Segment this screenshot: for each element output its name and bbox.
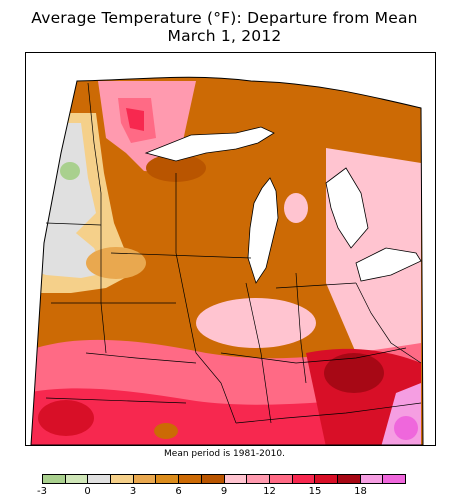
- legend-swatch: [88, 475, 112, 483]
- mean-period-note: Mean period is 1981-2010.: [164, 449, 285, 459]
- legend-swatch: [360, 475, 384, 483]
- departure-field: [31, 77, 423, 445]
- legend-swatch: [201, 475, 225, 483]
- map-title-line-2: March 1, 2012: [167, 27, 282, 45]
- field-magenta-deep: [394, 416, 418, 440]
- legend-label: 9: [220, 486, 228, 497]
- legend-label: 15: [308, 486, 322, 497]
- legend-swatch: [156, 475, 180, 483]
- field-orange-light: [86, 247, 146, 279]
- legend-swatch: [383, 475, 405, 483]
- lake-superior: [144, 126, 275, 162]
- legend-label: 3: [129, 486, 137, 497]
- field-pink-central: [196, 298, 316, 348]
- legend-swatch: [269, 475, 293, 483]
- field-deep-red-north: [126, 108, 144, 131]
- legend-swatch: [43, 475, 66, 483]
- field-dark-orange: [146, 154, 206, 182]
- legend-swatch: [65, 475, 89, 483]
- color-legend: [42, 474, 406, 484]
- legend-swatch: [247, 475, 270, 483]
- legend-label: 0: [84, 486, 91, 497]
- legend-swatch: [179, 475, 202, 483]
- lake-erie: [355, 247, 422, 282]
- state-boundaries: [45, 82, 422, 424]
- legend-label: 12: [263, 486, 276, 497]
- temperature-departure-map: [25, 52, 436, 446]
- field-gray-southwest: [31, 225, 106, 278]
- legend-tick-labels: -3 0 3 6 9 12 15 18: [0, 486, 449, 498]
- lake-michigan: [247, 177, 279, 284]
- legend-swatch: [337, 475, 361, 483]
- legend-label: 18: [354, 486, 367, 497]
- legend-swatch: [292, 475, 316, 483]
- map-region-boundary: [30, 76, 424, 445]
- field-red-sw: [38, 400, 94, 436]
- legend-label: 6: [175, 486, 182, 497]
- legend-label: -3: [37, 486, 47, 497]
- field-maroon: [324, 353, 384, 393]
- legend-swatch: [111, 475, 134, 483]
- map-title-line-1: Average Temperature (°F): Departure from…: [31, 9, 418, 27]
- field-orange-south: [154, 423, 178, 439]
- legend-swatch: [224, 475, 248, 483]
- legend-swatch: [133, 475, 157, 483]
- lake-huron: [325, 167, 369, 249]
- field-green-patch: [60, 162, 80, 180]
- field-pink-michigan: [284, 193, 308, 223]
- legend-swatch: [315, 475, 338, 483]
